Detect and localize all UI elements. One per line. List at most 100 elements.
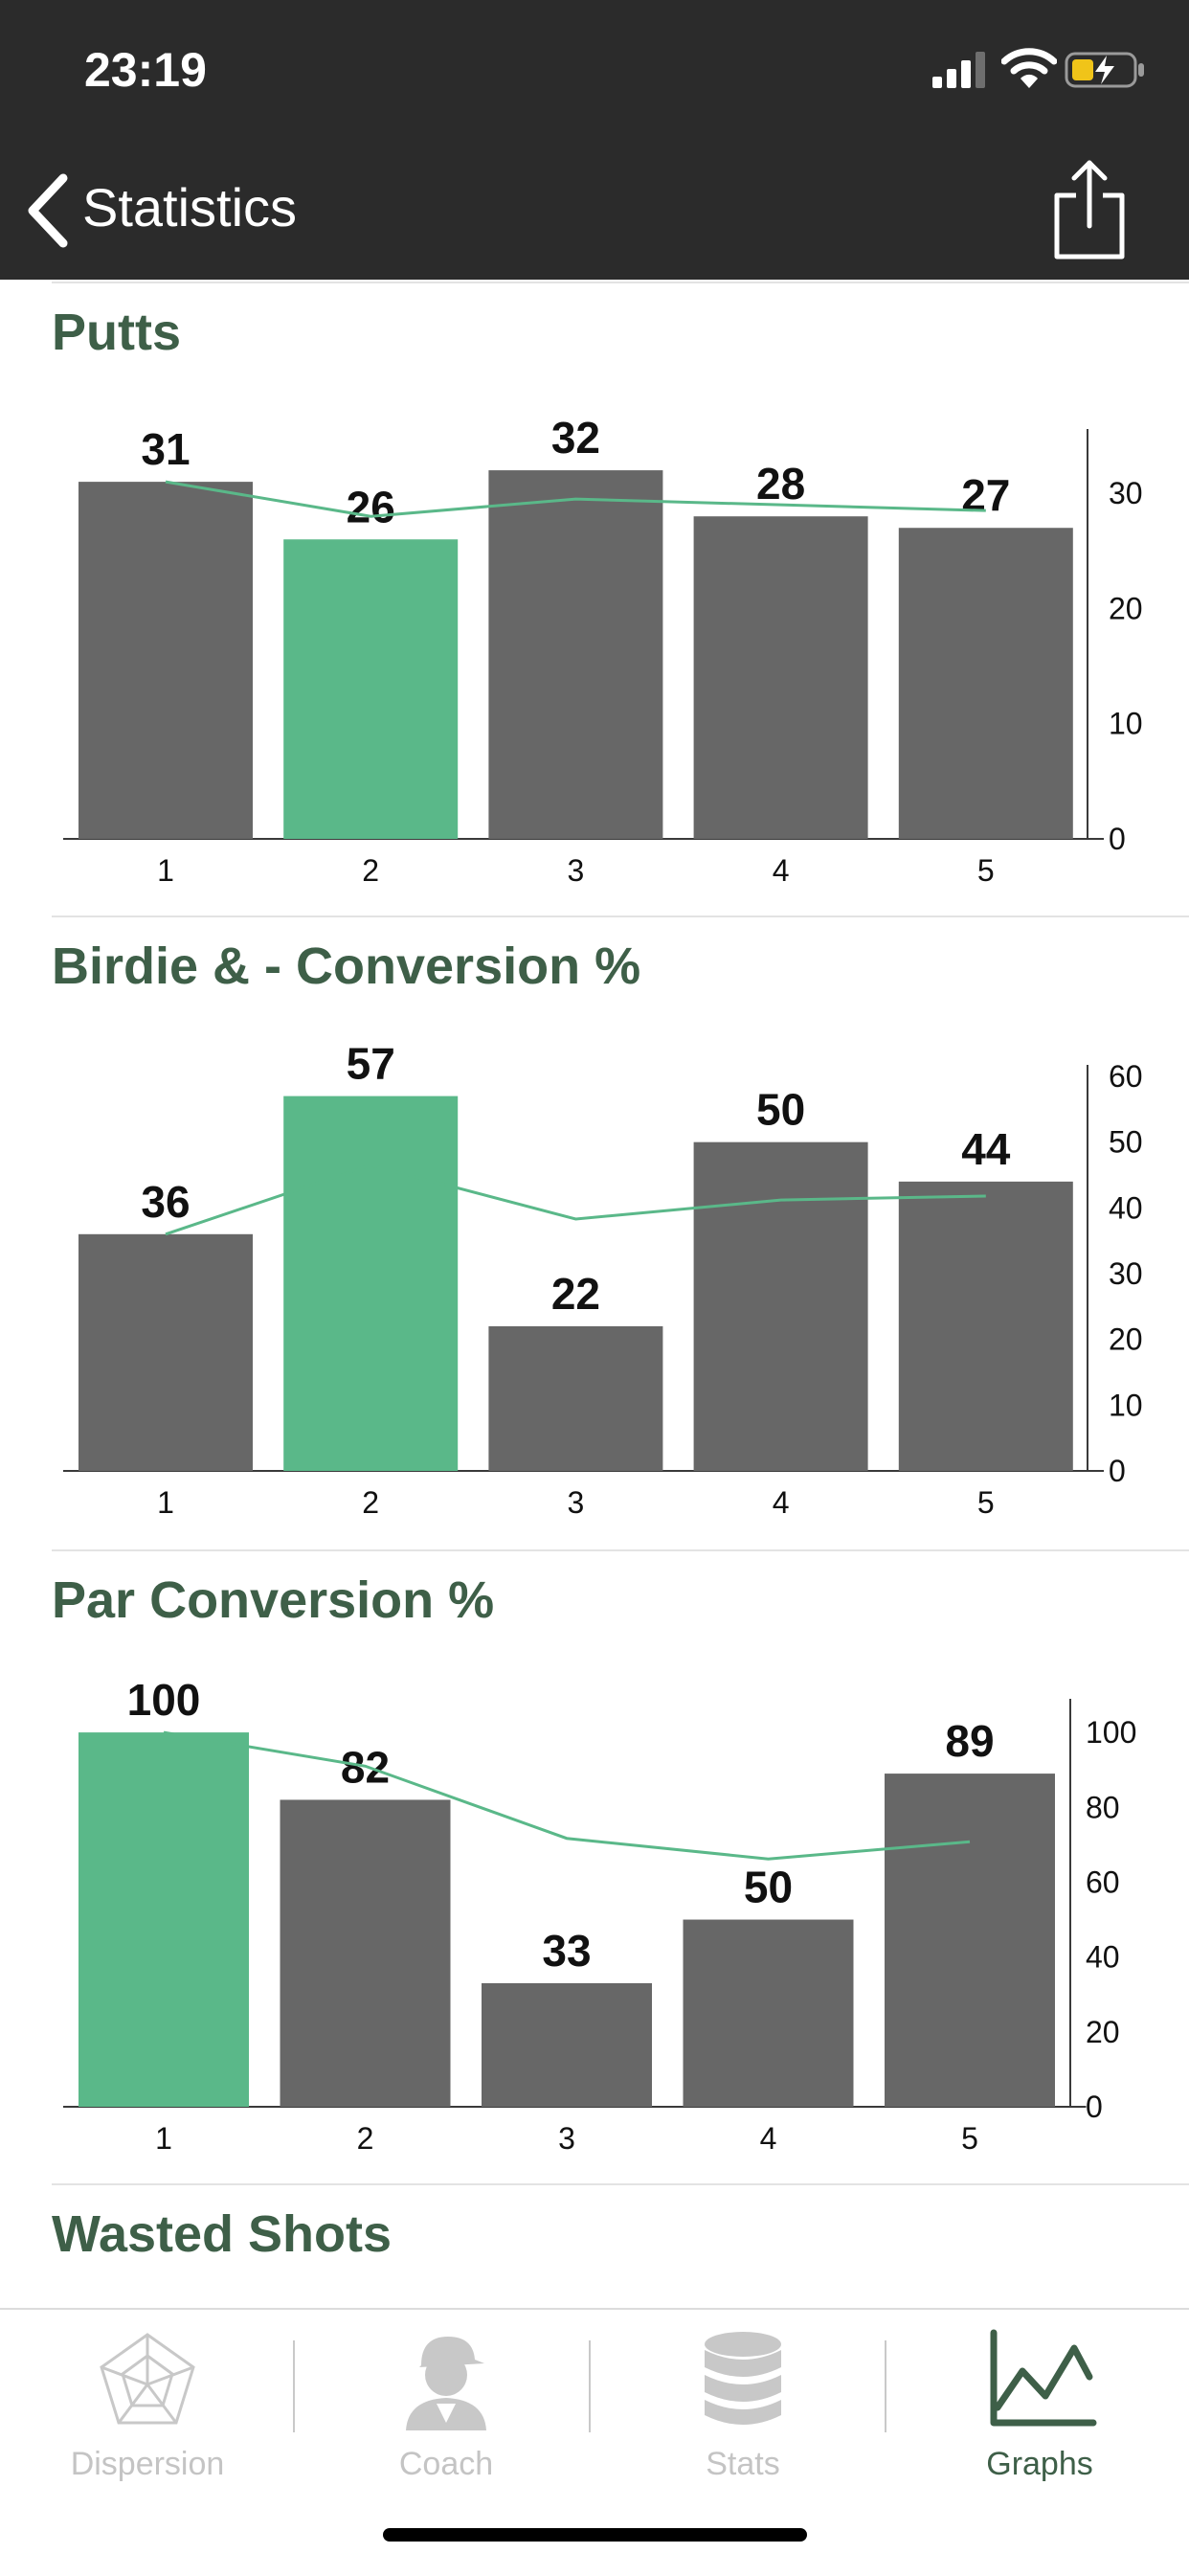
status-time: 23:19 bbox=[84, 43, 207, 97]
tab-dispersion[interactable]: Dispersion bbox=[23, 2327, 272, 2519]
x-tick-label: 1 bbox=[157, 1485, 174, 1520]
tab-stats[interactable]: Stats bbox=[618, 2327, 867, 2519]
bar bbox=[482, 1983, 652, 2107]
y-tick-label: 10 bbox=[1109, 1388, 1143, 1422]
bar-value-label: 89 bbox=[945, 1716, 994, 1766]
x-tick-label: 4 bbox=[773, 1485, 790, 1520]
bar-value-label: 100 bbox=[127, 1675, 201, 1725]
battery-charging-icon bbox=[1065, 52, 1144, 88]
y-tick-label: 20 bbox=[1109, 591, 1143, 625]
x-tick-label: 5 bbox=[977, 853, 995, 888]
bar bbox=[898, 528, 1073, 839]
bar bbox=[488, 470, 663, 839]
bar bbox=[488, 1325, 663, 1471]
section-title-wasted-shots: Wasted Shots bbox=[52, 2205, 393, 2263]
trend-line bbox=[165, 480, 986, 518]
y-tick-label: 30 bbox=[1109, 1256, 1143, 1291]
putts-chart: 0 10 20 30 31 1 26 2 32 3 28 4 27 5 bbox=[63, 413, 1143, 888]
x-tick-label: 5 bbox=[961, 2121, 978, 2156]
y-tick-label: 0 bbox=[1109, 1454, 1126, 1488]
y-tick-label: 60 bbox=[1086, 1864, 1120, 1899]
tab-separator bbox=[293, 2340, 295, 2432]
y-tick-label: 40 bbox=[1109, 1190, 1143, 1225]
x-tick-label: 1 bbox=[155, 2121, 172, 2156]
y-tick-label: 40 bbox=[1086, 1940, 1120, 1975]
x-tick-label: 4 bbox=[773, 853, 790, 888]
tab-graphs[interactable]: Graphs bbox=[915, 2327, 1164, 2519]
tab-bar: Dispersion Coach Stats Graphs bbox=[0, 2308, 1189, 2576]
x-tick-label: 2 bbox=[362, 853, 379, 888]
y-tick-label: 0 bbox=[1086, 2090, 1103, 2124]
y-tick-label: 30 bbox=[1109, 476, 1143, 510]
x-tick-label: 2 bbox=[362, 1485, 379, 1520]
tab-separator bbox=[589, 2340, 591, 2432]
bar bbox=[283, 1096, 459, 1471]
y-tick-label: 20 bbox=[1086, 2015, 1120, 2049]
bar-value-label: 57 bbox=[347, 1039, 395, 1089]
bar-value-label: 36 bbox=[141, 1177, 190, 1227]
bar bbox=[79, 482, 253, 839]
line-chart-icon bbox=[990, 2329, 1097, 2427]
section-divider bbox=[52, 1549, 1189, 1551]
section-divider bbox=[52, 2183, 1189, 2185]
share-icon[interactable] bbox=[1049, 157, 1130, 262]
trend-line bbox=[165, 1164, 986, 1236]
x-tick-label: 3 bbox=[558, 2121, 575, 2156]
bar-value-label: 26 bbox=[347, 482, 395, 531]
bar-value-label: 28 bbox=[756, 459, 805, 508]
wifi-icon bbox=[1001, 48, 1057, 88]
bar-value-label: 27 bbox=[961, 470, 1010, 520]
x-tick-label: 4 bbox=[760, 2121, 777, 2156]
trend-line bbox=[163, 1730, 971, 1861]
x-tick-label: 2 bbox=[357, 2121, 374, 2156]
section-title-putts: Putts bbox=[52, 304, 181, 361]
navigation-header: 23:19 Statistics bbox=[0, 0, 1189, 280]
bar bbox=[885, 1774, 1055, 2107]
y-tick-label: 100 bbox=[1086, 1715, 1136, 1750]
x-tick-label: 1 bbox=[157, 853, 174, 888]
y-tick-label: 10 bbox=[1109, 707, 1143, 741]
x-tick-label: 3 bbox=[568, 853, 585, 888]
tab-separator bbox=[885, 2340, 886, 2432]
x-tick-label: 3 bbox=[568, 1485, 585, 1520]
x-tick-label: 5 bbox=[977, 1485, 995, 1520]
bar-value-label: 31 bbox=[141, 424, 190, 474]
bar bbox=[283, 539, 459, 839]
y-tick-label: 0 bbox=[1109, 822, 1126, 856]
tab-label-coach: Coach bbox=[398, 2446, 494, 2482]
back-button-label[interactable]: Statistics bbox=[82, 177, 298, 237]
bar bbox=[683, 1919, 854, 2107]
y-tick-label: 60 bbox=[1109, 1059, 1143, 1094]
section-title-par-conversion: Par Conversion % bbox=[52, 1571, 495, 1629]
bar bbox=[280, 1799, 451, 2107]
tab-coach[interactable]: Coach bbox=[322, 2327, 571, 2519]
bar bbox=[693, 1141, 868, 1471]
bar-value-label: 50 bbox=[744, 1863, 793, 1912]
bar-value-label: 32 bbox=[551, 413, 600, 463]
y-tick-label: 80 bbox=[1086, 1790, 1120, 1824]
back-chevron-icon[interactable] bbox=[21, 170, 75, 251]
bar-value-label: 22 bbox=[551, 1269, 600, 1319]
bar-value-label: 44 bbox=[961, 1124, 1011, 1174]
bar-value-label: 50 bbox=[756, 1085, 805, 1135]
database-icon bbox=[705, 2332, 781, 2425]
bar bbox=[693, 516, 868, 839]
bar-value-label: 33 bbox=[542, 1926, 591, 1976]
section-divider bbox=[52, 915, 1189, 917]
bar bbox=[79, 1233, 253, 1471]
y-tick-label: 50 bbox=[1109, 1125, 1143, 1160]
y-tick-label: 20 bbox=[1109, 1322, 1143, 1357]
section-title-birdie-conversion: Birdie & - Conversion % bbox=[52, 938, 641, 995]
section-divider bbox=[52, 282, 1189, 283]
tab-label-dispersion: Dispersion bbox=[70, 2446, 225, 2482]
cellular-signal-icon bbox=[932, 52, 985, 88]
bar bbox=[898, 1181, 1073, 1471]
bar bbox=[79, 1732, 249, 2107]
coach-icon bbox=[406, 2337, 486, 2430]
radar-icon bbox=[100, 2333, 195, 2425]
home-indicator bbox=[383, 2528, 807, 2542]
tab-label-graphs: Graphs bbox=[986, 2446, 1093, 2482]
tab-label-stats: Stats bbox=[706, 2446, 780, 2482]
